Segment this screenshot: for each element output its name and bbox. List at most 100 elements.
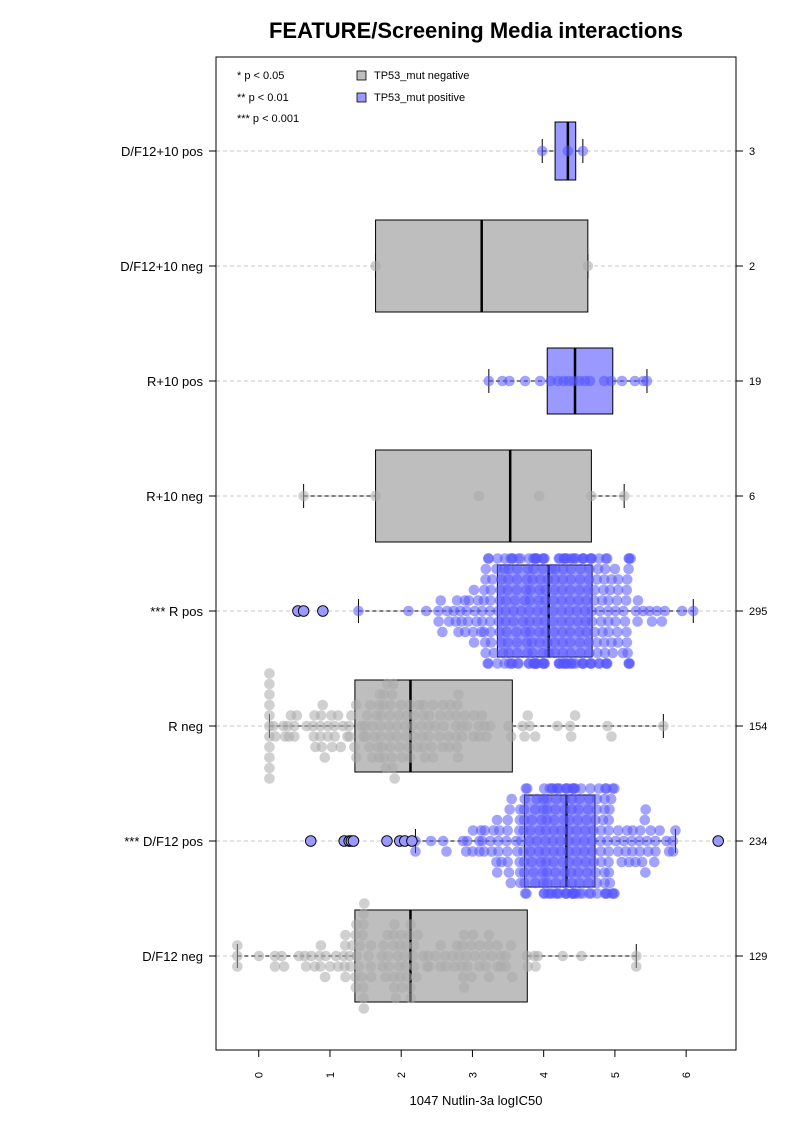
data-point [515, 553, 526, 564]
data-point [268, 720, 279, 732]
data-point [501, 626, 512, 638]
data-point [500, 605, 511, 617]
data-point [586, 553, 597, 564]
data-point [589, 584, 600, 596]
data-point [527, 574, 538, 585]
data-point [563, 825, 575, 836]
data-point [437, 626, 448, 638]
data-point [574, 584, 585, 596]
data-point [351, 752, 362, 763]
data-point [386, 752, 398, 763]
data-point [505, 877, 517, 889]
data-point [468, 584, 480, 596]
data-point [452, 741, 463, 753]
data-point [612, 584, 624, 596]
data-point [540, 626, 551, 638]
data-point [395, 929, 407, 941]
significance-legend: * p < 0.05 ** p < 0.01 *** p < 0.001 [237, 70, 299, 125]
data-point [316, 741, 328, 753]
data-point [425, 835, 437, 847]
data-point [646, 616, 658, 627]
data-point [374, 720, 386, 732]
data-point [289, 731, 300, 742]
data-point [427, 752, 439, 763]
data-point [493, 835, 504, 847]
data-point [532, 616, 543, 627]
data-point [621, 637, 633, 648]
y-tick-label: R+10 neg [146, 489, 203, 504]
data-point [461, 720, 473, 732]
data-point [541, 793, 553, 805]
data-point [610, 605, 621, 617]
data-point [527, 647, 538, 659]
data-point [603, 867, 615, 878]
data-point [503, 574, 514, 585]
data-point [479, 825, 491, 836]
data-point [564, 584, 576, 596]
data-point [357, 929, 368, 941]
data-point [531, 835, 543, 847]
data-point [504, 375, 515, 387]
data-point [512, 563, 523, 575]
data-point [641, 835, 653, 847]
y-tick-label: D/F12+10 neg [120, 259, 203, 274]
data-point [607, 647, 619, 659]
data-point [483, 940, 494, 951]
data-point [508, 616, 520, 627]
data-point [667, 846, 679, 857]
data-point [511, 584, 522, 596]
data-point [264, 762, 275, 774]
legend-label-negative: TP53_mut negative [374, 70, 469, 82]
data-point [571, 846, 582, 857]
data-point [575, 783, 587, 794]
data-point [583, 793, 595, 805]
data-point [670, 825, 681, 836]
data-point [384, 731, 395, 742]
data-point [522, 961, 533, 972]
data-point [483, 929, 495, 941]
data-point [332, 710, 344, 721]
data-point [232, 940, 243, 951]
data-point [588, 825, 599, 836]
data-point [521, 888, 532, 899]
data-point [469, 950, 481, 962]
data-point [632, 595, 644, 606]
data-point [564, 595, 576, 606]
data-point [532, 950, 544, 962]
data-point [629, 375, 641, 387]
data-point [493, 846, 504, 857]
data-point [526, 814, 538, 826]
data-point [315, 710, 327, 721]
data-point [580, 825, 591, 836]
data-point [433, 605, 444, 617]
data-point [320, 950, 332, 962]
data-point [502, 846, 513, 857]
count-label: 234 [749, 836, 767, 848]
data-point [382, 950, 394, 962]
data-point [423, 731, 435, 742]
data-point [476, 835, 488, 847]
data-point [383, 720, 395, 732]
data-point [621, 626, 632, 638]
data-point [511, 574, 523, 585]
data-point [572, 867, 584, 878]
data-point [408, 710, 420, 721]
data-point [548, 856, 560, 868]
data-point [621, 574, 633, 585]
data-point [315, 961, 326, 972]
data-point [445, 699, 456, 711]
data-point [395, 699, 407, 711]
data-point [526, 637, 538, 648]
data-point [466, 971, 478, 983]
data-point [566, 793, 578, 805]
data-point [505, 731, 517, 742]
data-point [598, 637, 610, 648]
data-point [603, 825, 614, 836]
data-point [467, 626, 479, 638]
data-point [418, 741, 429, 753]
data-point [396, 982, 408, 993]
data-point [385, 699, 396, 711]
data-point [358, 908, 369, 920]
data-point [387, 762, 398, 774]
data-point [408, 731, 420, 742]
